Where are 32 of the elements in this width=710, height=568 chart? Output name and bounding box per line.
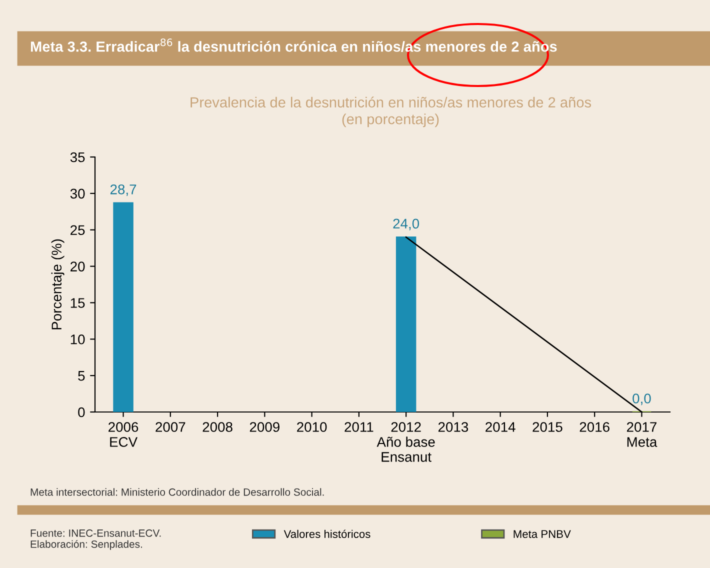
x-tick-label: 2007 (156, 422, 186, 432)
legend-label: Meta PNBV (514, 530, 571, 538)
bar (113, 202, 134, 412)
x-tick-label: 2015 (532, 422, 562, 432)
legend-label: Valores históricos (284, 530, 370, 538)
x-tick-label: 2014 (486, 422, 516, 432)
y-tick-label: 35 (70, 152, 85, 162)
data-label: 28,7 (110, 184, 136, 196)
source-note: Fuente: INEC-Ensanut-ECV. (30, 529, 161, 537)
x-tick-label: 2016 (580, 422, 610, 432)
y-tick-label: 0 (78, 407, 85, 418)
y-tick-label: 15 (70, 298, 85, 308)
y-tick-label: 5 (78, 371, 85, 381)
x-tick-label: 2011 (344, 422, 374, 432)
chart-subtitle: Prevalencia de la desnutrición en niños/as menores de 2 años (en porcentaje) (190, 96, 592, 128)
text: Meta intersectorial: Ministerio Coordinador de Desarrollo Social. (30, 488, 324, 496)
y-tick-label: 10 (70, 334, 85, 344)
data-label: 0,0 (632, 394, 651, 406)
bar (396, 236, 416, 412)
x-tick-label: 2009 (250, 422, 280, 432)
x-tick-label: 2006 ECV (108, 422, 138, 447)
x-tick-label: 2008 (202, 422, 232, 432)
y-tick-label: 20 (70, 262, 85, 272)
y-tick-label: 25 (70, 225, 85, 236)
x-tick-label: 2012 Año base Ensanut (376, 422, 435, 462)
y-tick-label: 30 (70, 188, 85, 199)
text: Elaboración: Senplades. (30, 540, 142, 550)
x-tick-label: 2017 Meta (626, 422, 658, 447)
data-label: 24,0 (393, 218, 420, 230)
y-axis-title: Porcentaje (%) (51, 239, 64, 330)
x-tick-label: 2013 (438, 422, 468, 432)
x-tick-label: 2010 (297, 422, 327, 432)
